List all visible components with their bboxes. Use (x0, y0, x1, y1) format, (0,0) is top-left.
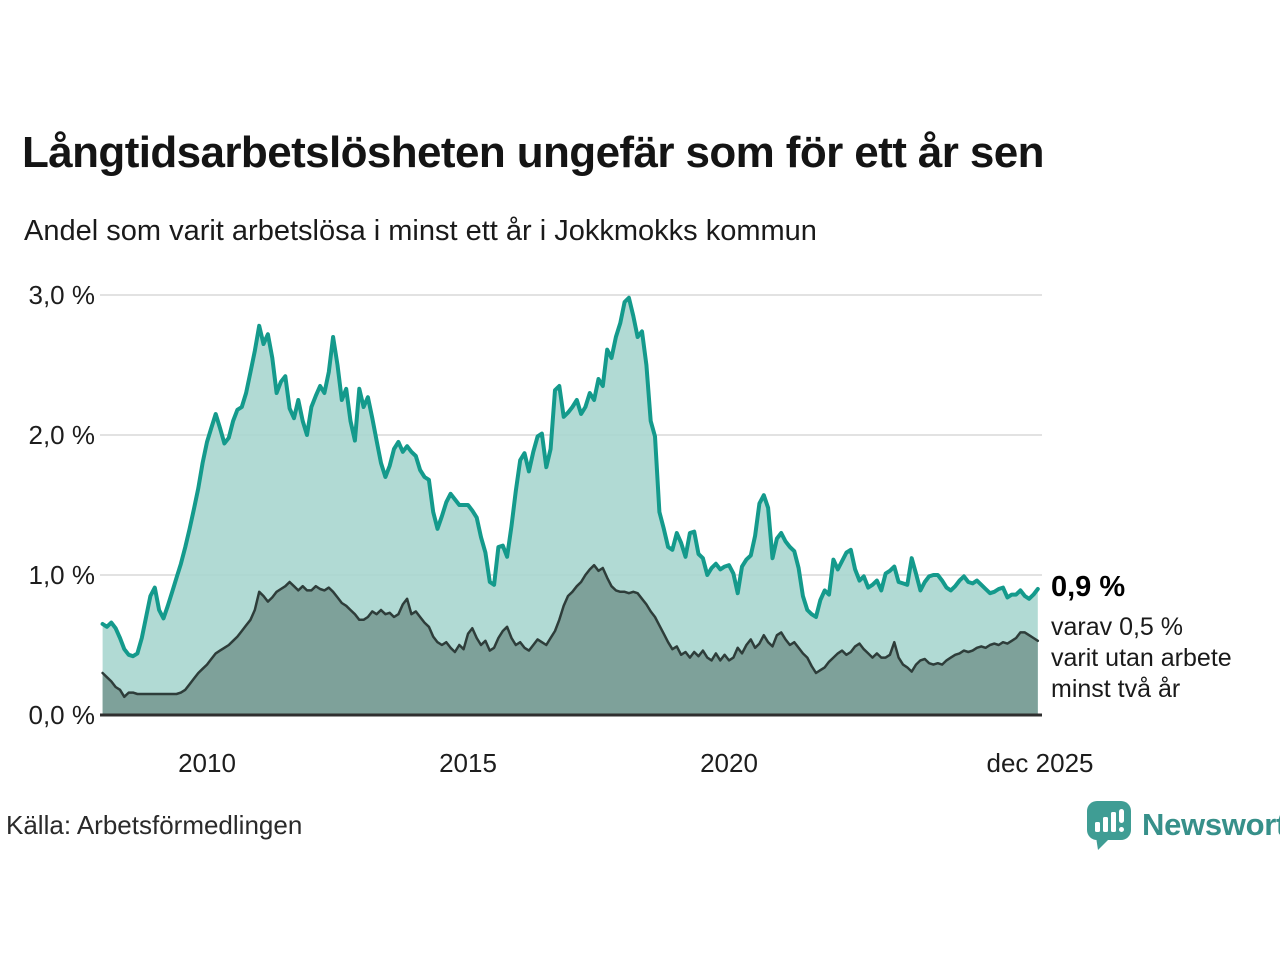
source-credit: Källa: Arbetsförmedlingen (6, 810, 303, 840)
x-tick-2015: 2015 (439, 748, 497, 778)
page-title: Långtidsarbetslösheten ungefär som för e… (22, 128, 1045, 177)
y-tick-2: 2,0 % (28, 420, 96, 450)
newsworthy-logo-icon (1087, 801, 1131, 850)
chart-subtitle: Andel som varit arbetslösa i minst ett å… (24, 215, 817, 247)
newsworthy-logo-text: Newsworthy (1142, 807, 1280, 842)
newsworthy-logo: Newsworthy (1086, 800, 1280, 850)
detail-line-1: varav 0,5 % (1051, 613, 1184, 641)
y-tick-0: 0,0 % (28, 700, 96, 730)
x-tick-dec-2025: dec 2025 (986, 748, 1094, 778)
detail-line-2: varit utan arbete (1051, 644, 1232, 672)
y-tick-1: 1,0 % (28, 560, 96, 590)
y-tick-3: 3,0 % (28, 280, 96, 310)
x-tick-2020: 2020 (700, 748, 758, 778)
x-tick-2010: 2010 (178, 748, 236, 778)
end-value-label: 0,9 % (1051, 571, 1126, 603)
end-value-detail: varav 0,5 % varit utan arbete minst två … (1051, 612, 1232, 705)
detail-line-3: minst två år (1051, 675, 1181, 703)
